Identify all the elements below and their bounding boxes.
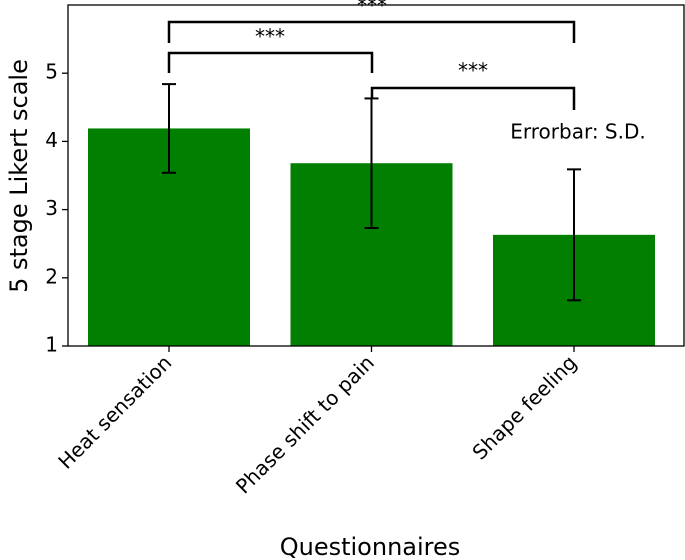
annotation: *** [458, 59, 488, 83]
y-axis-label: 5 stage Likert scale [5, 59, 33, 293]
y-tick-label: 2 [45, 264, 58, 288]
x-axis-label: Questionnaires [280, 533, 461, 560]
x-tick-label: Shape feeling [467, 350, 581, 464]
x-tick-label: Heat sensation [53, 350, 176, 473]
annotation: *** [255, 25, 285, 49]
annotation: Errorbar: S.D. [510, 120, 645, 144]
annotation: *** [357, 0, 387, 18]
x-tick-label: Phase shift to pain [231, 350, 379, 498]
y-tick-label: 4 [45, 128, 58, 152]
y-tick-label: 3 [45, 196, 58, 220]
plot-frame [67, 4, 685, 347]
y-tick-label: 1 [45, 333, 58, 357]
y-tick-label: 5 [45, 60, 58, 84]
significance-bracket [167, 20, 576, 43]
significance-bracket [167, 51, 374, 73]
significance-bracket [370, 86, 576, 110]
